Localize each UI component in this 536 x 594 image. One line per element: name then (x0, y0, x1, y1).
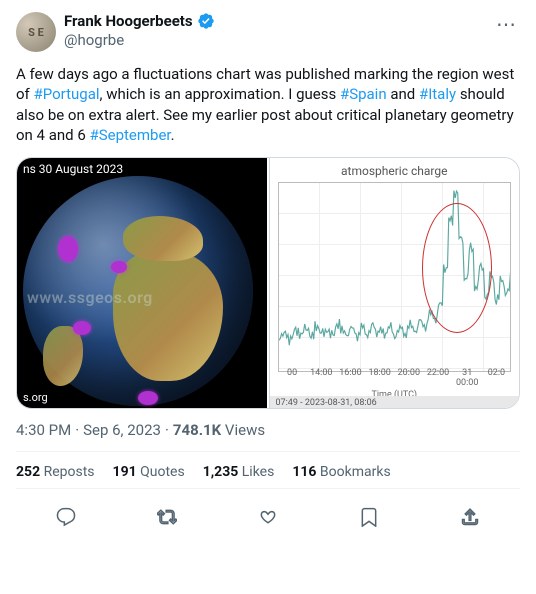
globe-date-label: ns 30 August 2023 (23, 162, 123, 176)
globe-watermark: www.ssgeos.org (27, 288, 153, 307)
reply-button[interactable] (48, 499, 84, 535)
repost-icon (157, 507, 177, 527)
chart-x-axis: 0014:0016:0018:0020:0022:0031 00:0002:0 (278, 368, 512, 388)
quotes-stat[interactable]: 191 Quotes (113, 464, 185, 480)
hashtag-link[interactable]: #Italy (419, 85, 456, 103)
reposts-stat[interactable]: 252 Reposts (16, 464, 95, 480)
share-icon (460, 507, 480, 527)
tweet-date: Sep 6, 2023 (83, 421, 161, 439)
chart-footer: 07:49 - 2023-08-31, 08:06 (270, 396, 520, 409)
hashtag-link[interactable]: #Portugal (34, 85, 100, 103)
globe-bottom-label: s.org (23, 391, 48, 404)
tweet-text: A few days ago a fluctuations chart was … (16, 64, 520, 145)
bookmarks-stat[interactable]: 116 Bookmarks (292, 464, 390, 480)
hashtag-link[interactable]: #Spain (340, 85, 387, 103)
chart-title: atmospheric charge (270, 164, 520, 178)
name-row[interactable]: Frank Hoogerbeets (64, 12, 484, 31)
user-block: Frank Hoogerbeets @hogrbe (64, 12, 484, 50)
chart-highlight-circle (422, 203, 492, 333)
repost-button[interactable] (149, 499, 185, 535)
more-icon[interactable]: ⋯ (492, 12, 520, 36)
user-handle[interactable]: @hogrbe (64, 31, 484, 50)
likes-stat[interactable]: 1,235 Likes (203, 464, 275, 480)
verified-badge-icon (197, 12, 215, 30)
bookmark-button[interactable] (351, 499, 387, 535)
media-image-chart[interactable]: atmospheric charge 0014:0016:0018:0020:0… (269, 158, 520, 408)
share-button[interactable] (452, 499, 488, 535)
hashtag-link[interactable]: #September (89, 126, 170, 144)
tweet-time: 4:30 PM (16, 421, 71, 439)
views: 748.1K Views (173, 421, 265, 439)
tweet-stats: 252 Reposts 191 Quotes 1,235 Likes 116 B… (16, 451, 520, 480)
like-button[interactable] (250, 499, 286, 535)
tweet-actions (16, 488, 520, 535)
media-attachments[interactable]: ns 30 August 2023 www.ssgeos.org s.org a… (16, 157, 520, 409)
display-name: Frank Hoogerbeets (64, 12, 193, 31)
tweet-header: S E Frank Hoogerbeets @hogrbe ⋯ (16, 12, 520, 52)
heart-icon (258, 507, 278, 527)
bookmark-icon (359, 507, 379, 527)
tweet-meta[interactable]: 4:30 PM · Sep 6, 2023 · 748.1K Views (16, 421, 520, 439)
media-image-globe[interactable]: ns 30 August 2023 www.ssgeos.org s.org (17, 158, 267, 408)
chart-plot-area (278, 182, 512, 372)
reply-icon (56, 507, 76, 527)
avatar[interactable]: S E (16, 12, 56, 52)
